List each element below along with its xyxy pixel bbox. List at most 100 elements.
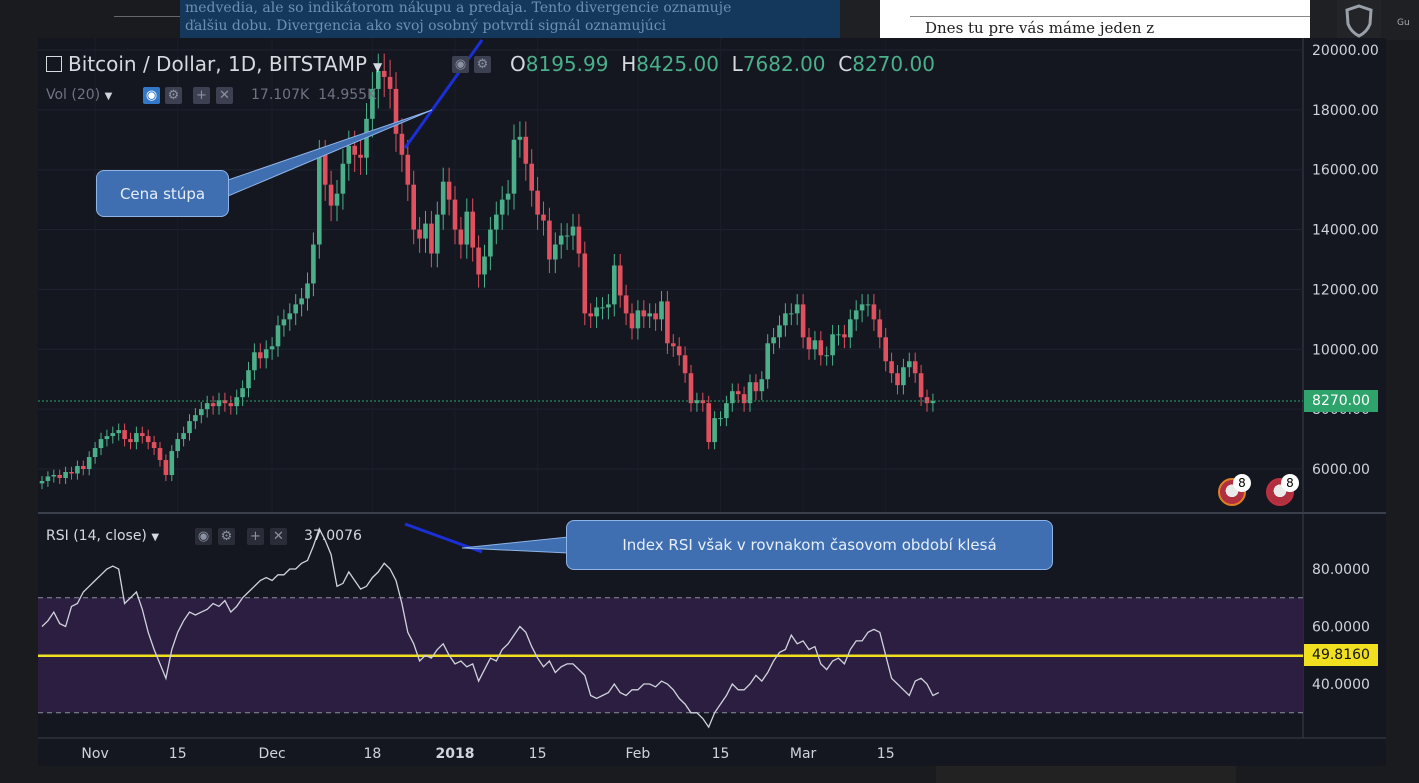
rsi-close-icon[interactable]: ✕ <box>270 528 287 545</box>
volume-eye-icon[interactable]: ◉ <box>143 87 160 104</box>
candle <box>429 210 434 268</box>
candle <box>169 445 175 482</box>
candle <box>511 124 517 210</box>
candle <box>281 309 287 337</box>
candle <box>842 324 847 349</box>
last-price-tag: 8270.00 <box>1304 390 1378 412</box>
candle <box>199 401 204 424</box>
candle <box>116 423 121 441</box>
candle <box>735 383 741 404</box>
candle <box>163 454 169 482</box>
page-footer-panel <box>936 766 1236 783</box>
candle <box>694 392 700 412</box>
symbol-title[interactable]: Bitcoin / Dollar, 1D, BITSTAMP <box>68 52 368 76</box>
candle <box>269 337 275 360</box>
candle <box>334 180 340 222</box>
candle <box>889 352 894 383</box>
shield-icon[interactable] <box>1337 0 1381 40</box>
candle <box>417 217 422 253</box>
candle <box>848 309 853 349</box>
candle <box>505 180 511 216</box>
candle <box>930 393 936 412</box>
candle <box>45 471 51 487</box>
price-axis-background <box>1303 38 1386 738</box>
gear-icon[interactable]: ⚙ <box>474 56 491 73</box>
candle <box>157 442 163 467</box>
candle <box>800 294 806 349</box>
candle <box>210 395 216 415</box>
collapse-icon[interactable] <box>46 56 62 72</box>
rsi-eye-icon[interactable]: ◉ <box>195 528 212 545</box>
candle <box>317 139 322 259</box>
price-tick-label: 14000.00 <box>1312 223 1379 239</box>
candle <box>57 469 62 484</box>
candle <box>617 253 623 308</box>
volume-legend[interactable]: Vol (20) ▼ <box>46 87 113 103</box>
time-axis-background <box>38 738 1386 766</box>
time-tick-label: Nov <box>81 746 108 762</box>
candle <box>877 309 883 349</box>
time-tick-label: Dec <box>259 746 286 762</box>
candle <box>594 297 599 328</box>
candle <box>440 167 446 230</box>
candle <box>128 432 133 450</box>
candle <box>246 361 251 398</box>
candle <box>86 451 92 476</box>
rsi-legend[interactable]: RSI (14, close) ▼ <box>46 528 160 544</box>
rsi-line <box>41 527 940 729</box>
us-flag-icon[interactable]: 8 <box>1218 474 1251 506</box>
candle <box>871 294 877 331</box>
us-flag-icon-2[interactable]: 8 <box>1266 474 1299 506</box>
rsi-add-icon[interactable]: + <box>247 528 264 545</box>
candle <box>376 53 381 109</box>
candle <box>145 429 151 450</box>
candle <box>517 121 523 158</box>
candle <box>623 284 629 326</box>
time-tick-label: 15 <box>877 746 895 762</box>
rsi-tick-label: 80.0000 <box>1312 562 1370 578</box>
candle <box>299 287 304 317</box>
candle <box>676 337 682 366</box>
candle <box>759 371 765 401</box>
time-axis: Nov 15 Dec 18 2018 15 Feb 15 Mar 15 <box>81 746 894 762</box>
candle <box>499 186 505 230</box>
candle <box>665 290 670 354</box>
candle <box>659 290 664 331</box>
candle <box>570 213 576 251</box>
candle <box>671 334 676 357</box>
candle <box>305 272 310 311</box>
candle <box>824 346 829 366</box>
candle <box>222 392 228 412</box>
candle <box>859 294 865 323</box>
candle <box>275 315 281 357</box>
candle <box>393 72 399 152</box>
candle <box>240 380 245 406</box>
candle <box>104 429 110 447</box>
time-tick-label: 15 <box>712 746 730 762</box>
article-right-text: Dnes tu pre vás máme jeden z <box>925 19 1155 37</box>
visibility-icon[interactable]: ◉ <box>452 56 469 73</box>
volume-gear-icon[interactable]: ⚙ <box>165 87 182 104</box>
symbol-dropdown-icon[interactable]: ▼ <box>373 60 383 74</box>
time-tick-label: Feb <box>626 746 651 762</box>
volume-add-icon[interactable]: + <box>193 87 210 104</box>
candle <box>765 334 770 389</box>
candle <box>558 223 564 259</box>
candle <box>753 374 759 401</box>
candle <box>730 383 735 412</box>
candle <box>836 324 841 346</box>
candle <box>51 469 57 483</box>
candle <box>151 435 157 456</box>
price-tick-label: 12000.00 <box>1312 282 1379 298</box>
rsi-tick-label: 40.0000 <box>1312 677 1370 693</box>
article-highlight <box>180 0 840 38</box>
rsi-midline-tag: 49.8160 <box>1304 644 1378 666</box>
rsi-tick-label: 60.0000 <box>1312 620 1370 636</box>
candle <box>818 331 824 366</box>
price-grid <box>38 38 1303 512</box>
candle <box>446 167 452 216</box>
candle <box>629 303 635 340</box>
volume-close-icon[interactable]: ✕ <box>216 87 233 104</box>
rsi-gear-icon[interactable]: ⚙ <box>218 528 235 545</box>
